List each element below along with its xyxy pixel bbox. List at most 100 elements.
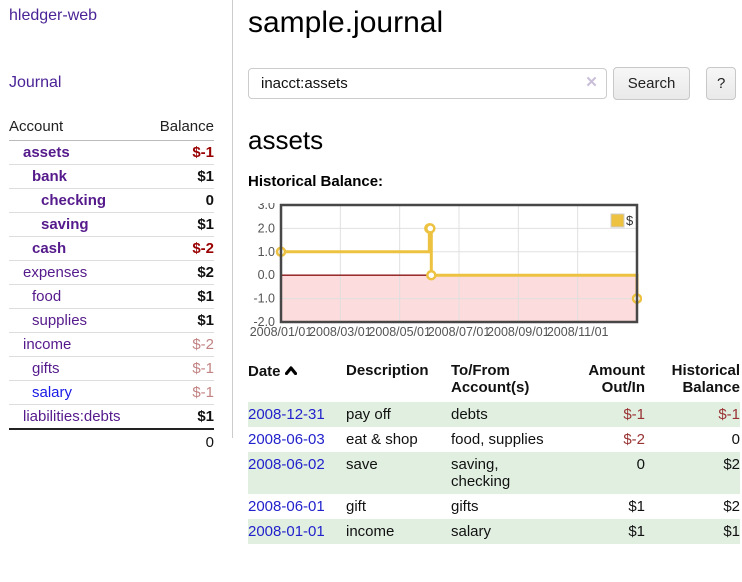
account-row-food: food $1	[9, 284, 214, 309]
historical-balance-chart: $3.0 2.0 1.0 0.0 -1.0 -2.0 2008/01/01 2008/03/0…	[248, 198, 736, 344]
account-row-saving: saving $1	[9, 212, 214, 237]
account-link-liabilities-debts[interactable]: liabilities:debts	[23, 408, 121, 425]
account-link-income[interactable]: income	[23, 336, 72, 353]
svg-text:-2.0: -2.0	[253, 315, 275, 329]
register-table: Date Description To/From Account(s) Amou…	[248, 360, 740, 544]
register-row: 2008-06-01 gift gifts $1 $2	[248, 494, 740, 519]
account-link-expenses[interactable]: expenses	[23, 264, 88, 281]
transaction-accounts: food, supplies	[451, 431, 544, 448]
svg-text:2008/11/01: 2008/11/01	[547, 325, 609, 339]
svg-text:2.0: 2.0	[258, 221, 275, 235]
sort-ascending-icon	[284, 362, 297, 379]
transaction-date-link[interactable]: 2008-06-03	[248, 431, 325, 448]
transaction-date-link[interactable]: 2008-06-02	[248, 456, 325, 473]
svg-text:3.0: 3.0	[258, 203, 275, 212]
transaction-accounts: debts	[451, 402, 569, 427]
transaction-accounts: salary	[451, 519, 569, 544]
transaction-accounts: gifts	[451, 498, 479, 515]
register-header-accounts: To/From Account(s)	[451, 362, 530, 396]
account-balance: $1	[146, 164, 214, 189]
accounts-total-row: 0	[9, 428, 214, 455]
transaction-balance: $-1	[645, 402, 740, 427]
account-balance: $-2	[146, 236, 214, 261]
svg-text:2008/07/01: 2008/07/01	[428, 325, 491, 339]
account-balance: $-2	[146, 332, 214, 357]
search-button[interactable]: Search	[612, 67, 691, 100]
transaction-amount: $-1	[569, 402, 645, 427]
transaction-amount: $-2	[623, 431, 645, 448]
account-row-supplies: supplies $1	[9, 308, 214, 333]
account-row-gifts: gifts $-1	[9, 356, 214, 381]
account-balance: 0	[146, 188, 214, 213]
account-balance: $2	[146, 260, 214, 285]
transaction-description: gift	[346, 498, 367, 515]
account-link-cash[interactable]: cash	[32, 240, 67, 257]
app-title-link[interactable]: hledger-web	[9, 7, 98, 24]
help-button[interactable]: ?	[706, 67, 736, 100]
transaction-balance: 0	[731, 431, 740, 448]
account-column-header: Account	[9, 115, 147, 141]
transaction-description: income	[346, 519, 451, 544]
transaction-description: save	[346, 452, 451, 494]
transaction-date-link[interactable]: 2008-12-31	[248, 406, 325, 423]
chart-section-label: Historical Balance:	[248, 173, 384, 190]
svg-text:2008/01/01: 2008/01/01	[250, 325, 313, 339]
transaction-balance: $2	[645, 452, 740, 494]
register-row: 2008-12-31 pay off debts $-1 $-1	[248, 402, 740, 427]
register-row: 2008-06-02 save saving, checking 0 $2	[248, 452, 740, 494]
search-input[interactable]	[248, 68, 607, 99]
svg-text:1.0: 1.0	[258, 245, 275, 259]
account-row-cash: cash $-2	[9, 236, 214, 261]
transaction-amount: 0	[569, 452, 645, 494]
svg-text:2008/03/01: 2008/03/01	[309, 325, 372, 339]
transaction-accounts: saving, checking	[451, 452, 569, 494]
account-link-supplies[interactable]: supplies	[32, 312, 88, 329]
account-link-checking[interactable]: checking	[41, 192, 107, 209]
account-row-expenses: expenses $2	[9, 260, 214, 285]
svg-text:-1.0: -1.0	[253, 292, 275, 306]
account-balance: $-1	[146, 380, 214, 405]
accounts-total-value: 0	[146, 428, 214, 455]
account-balance: $-1	[146, 140, 214, 165]
register-header-amount: Amount Out/In	[588, 362, 645, 396]
transaction-description: pay off	[346, 402, 451, 427]
transaction-amount: $1	[569, 519, 645, 544]
account-tree-table: Account Balance assets $-1 bank $1 check…	[9, 115, 214, 455]
register-header-balance: Historical Balance	[671, 362, 740, 396]
account-balance: $1	[146, 308, 214, 333]
balance-column-header: Balance	[146, 115, 214, 141]
account-link-bank[interactable]: bank	[32, 168, 68, 185]
svg-text:$: $	[626, 213, 634, 228]
transaction-date-link[interactable]: 2008-06-01	[248, 498, 325, 515]
account-balance: $1	[146, 284, 214, 309]
account-row-salary: salary $-1	[9, 380, 214, 405]
register-header-description: Description	[346, 362, 429, 379]
register-row: 2008-01-01 income salary $1 $1	[248, 519, 740, 544]
account-balance: $1	[146, 212, 214, 237]
nav-journal-link[interactable]: Journal	[9, 74, 62, 91]
main-content: sample.journal ✕ Search ? assets Histori…	[248, 0, 742, 544]
transaction-amount: $1	[628, 498, 645, 515]
register-row: 2008-06-03 eat & shop food, supplies $-2…	[248, 427, 740, 452]
account-link-assets[interactable]: assets	[23, 144, 70, 161]
clear-search-icon[interactable]: ✕	[585, 74, 598, 91]
transaction-date-link[interactable]: 2008-01-01	[248, 523, 325, 540]
svg-text:0.0: 0.0	[258, 268, 275, 282]
account-balance: $1	[146, 404, 214, 430]
account-balance: $-1	[146, 356, 214, 381]
account-row-checking: checking 0	[9, 188, 214, 213]
account-row-assets: assets $-1	[9, 140, 214, 165]
account-row-liabilities-debts: liabilities:debts $1	[9, 404, 214, 430]
transaction-balance: $2	[723, 498, 740, 515]
account-row-income: income $-2	[9, 332, 214, 357]
account-link-food[interactable]: food	[32, 288, 62, 305]
account-link-salary[interactable]: salary	[32, 384, 73, 401]
account-link-saving[interactable]: saving	[41, 216, 89, 233]
account-row-bank: bank $1	[9, 164, 214, 189]
search-form: ✕ Search ?	[248, 67, 736, 100]
svg-text:2008/09/01: 2008/09/01	[487, 325, 550, 339]
page-title: sample.journal	[248, 6, 444, 39]
account-link-gifts[interactable]: gifts	[32, 360, 60, 377]
sidebar: hledger-web Journal Account Balance asse…	[0, 0, 233, 455]
register-header-date[interactable]: Date	[248, 360, 346, 402]
